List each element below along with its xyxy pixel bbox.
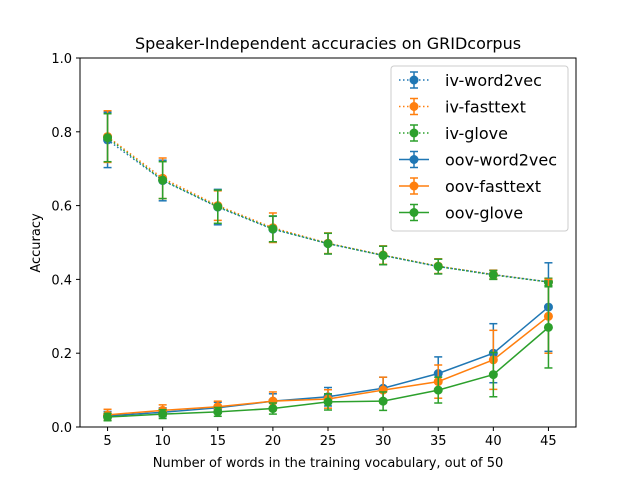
legend-entry: iv-glove [399,124,508,143]
series-line [107,139,549,283]
series-iv-glove [103,112,553,287]
x-axis-label: Number of words in the training vocabula… [153,456,504,471]
x-tick-label: 15 [210,434,227,449]
data-point [268,224,278,234]
data-point [103,412,113,422]
y-axis-label: Accuracy [29,213,44,273]
data-point [433,385,443,395]
x-tick-label: 25 [320,434,337,449]
data-point [323,239,333,249]
legend: iv-word2vec iv-fasttext iv-glove oov-word2v… [390,65,569,232]
legend-entry: iv-fasttext [399,98,526,117]
legend-label: oov-fasttext [445,177,541,196]
data-point [323,397,333,407]
x-tick-label: 45 [540,434,557,449]
series-oov-glove [103,286,553,422]
y-tick-label: 0.8 [51,126,72,141]
x-tick-label: 30 [375,434,392,449]
x-tick-label: 10 [154,434,171,449]
data-point [543,322,553,332]
data-point [433,261,443,271]
x-tick-label: 35 [430,434,447,449]
chart-title: Speaker-Independent accuracies on GRIDco… [135,34,521,53]
data-point [268,404,278,414]
y-tick-label: 0.2 [51,347,72,362]
legend-label: oov-glove [445,204,523,223]
y-tick-label: 0.4 [51,273,72,288]
series-line [107,137,549,283]
y-tick-label: 0.0 [51,421,72,436]
data-point [213,202,223,212]
legend-entry: iv-word2vec [399,71,542,90]
legend-label: oov-word2vec [445,151,557,170]
x-tick-label: 40 [485,434,502,449]
x-tick-label: 5 [103,434,111,449]
legend-marker [409,181,419,191]
legend-marker [409,155,419,164]
legend-label: iv-word2vec [445,71,542,90]
data-point [488,270,498,280]
axes-frame [79,57,577,428]
data-point [378,250,388,260]
legend-marker [409,208,419,217]
y-tick-label: 1.0 [51,52,72,67]
plot-area: 5 10 15 20 25 30 35 40 45 0.0 0.2 0.4 0.6 0.8 1.0 [51,52,577,449]
data-point [378,396,388,406]
legend-marker [409,75,419,85]
data-point [103,133,113,143]
y-tick-label: 0.6 [51,200,72,215]
legend-marker [409,128,419,138]
legend-entry: oov-glove [399,204,523,223]
legend-box [390,65,569,232]
legend-marker [409,102,419,111]
legend-entry: oov-word2vec [399,151,557,170]
data-point [213,407,223,417]
data-point [158,175,168,185]
data-point [158,409,168,419]
legend-label: iv-glove [445,124,508,143]
x-tick-label: 20 [265,434,282,449]
legend-label: iv-fasttext [445,98,526,117]
data-point [488,370,498,380]
legend-entry: oov-fasttext [399,177,541,196]
